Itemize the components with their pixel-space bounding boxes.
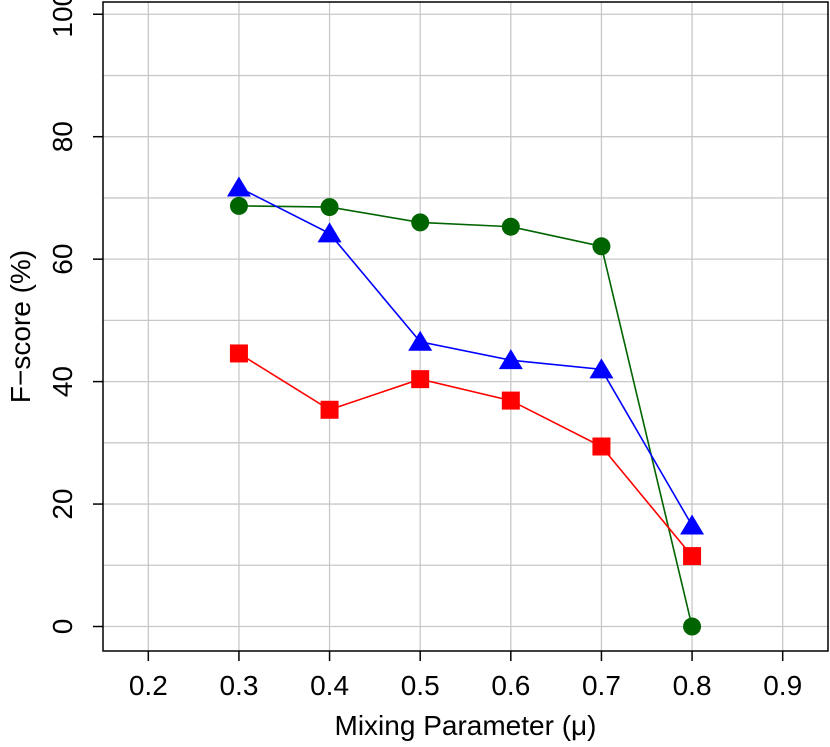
data-point bbox=[683, 547, 702, 566]
data-point bbox=[226, 176, 251, 197]
x-tick-label: 0.4 bbox=[310, 670, 349, 701]
y-tick-label: 40 bbox=[47, 366, 78, 397]
data-point bbox=[501, 217, 520, 236]
x-tick-label: 0.3 bbox=[219, 670, 258, 701]
data-point bbox=[683, 617, 702, 636]
x-tick-label: 0.2 bbox=[129, 670, 168, 701]
y-tick-label: 20 bbox=[47, 488, 78, 519]
data-point bbox=[501, 391, 520, 410]
y-tick-label: 100 bbox=[47, 0, 78, 38]
data-point bbox=[589, 358, 614, 379]
x-axis-title: Mixing Parameter (μ) bbox=[335, 710, 597, 741]
data-point bbox=[317, 222, 342, 243]
series-circle bbox=[229, 196, 702, 636]
data-point bbox=[408, 330, 433, 351]
x-tick-label: 0.6 bbox=[491, 670, 530, 701]
y-axis-title: F−score (%) bbox=[5, 250, 36, 403]
data-point bbox=[320, 400, 339, 419]
x-axis-ticks: 0.2 0.3 0.4 0.5 0.6 0.7 0.8 0.9 bbox=[129, 651, 802, 701]
plot-frame bbox=[102, 1, 829, 652]
x-tick-label: 0.9 bbox=[763, 670, 802, 701]
data-point bbox=[680, 514, 705, 535]
data-point bbox=[229, 196, 248, 215]
data-point bbox=[411, 370, 430, 389]
data-point bbox=[498, 349, 523, 370]
grid bbox=[103, 2, 828, 651]
data-point bbox=[320, 198, 339, 217]
data-point bbox=[592, 237, 611, 256]
series-line bbox=[238, 186, 693, 526]
series-square bbox=[229, 344, 702, 566]
x-tick-label: 0.7 bbox=[582, 670, 621, 701]
y-tick-label: 0 bbox=[47, 619, 78, 635]
data-point bbox=[229, 344, 248, 363]
data-point bbox=[592, 437, 611, 456]
x-tick-label: 0.5 bbox=[401, 670, 440, 701]
series-triangle bbox=[226, 176, 705, 535]
y-tick-label: 80 bbox=[47, 121, 78, 152]
series-layer bbox=[226, 176, 705, 636]
y-axis-ticks: 0 20 40 60 80 100 bbox=[47, 0, 103, 634]
series-line bbox=[238, 205, 693, 627]
data-point bbox=[411, 213, 430, 232]
x-tick-label: 0.8 bbox=[673, 670, 712, 701]
y-tick-label: 60 bbox=[47, 244, 78, 275]
series-line bbox=[238, 352, 693, 557]
